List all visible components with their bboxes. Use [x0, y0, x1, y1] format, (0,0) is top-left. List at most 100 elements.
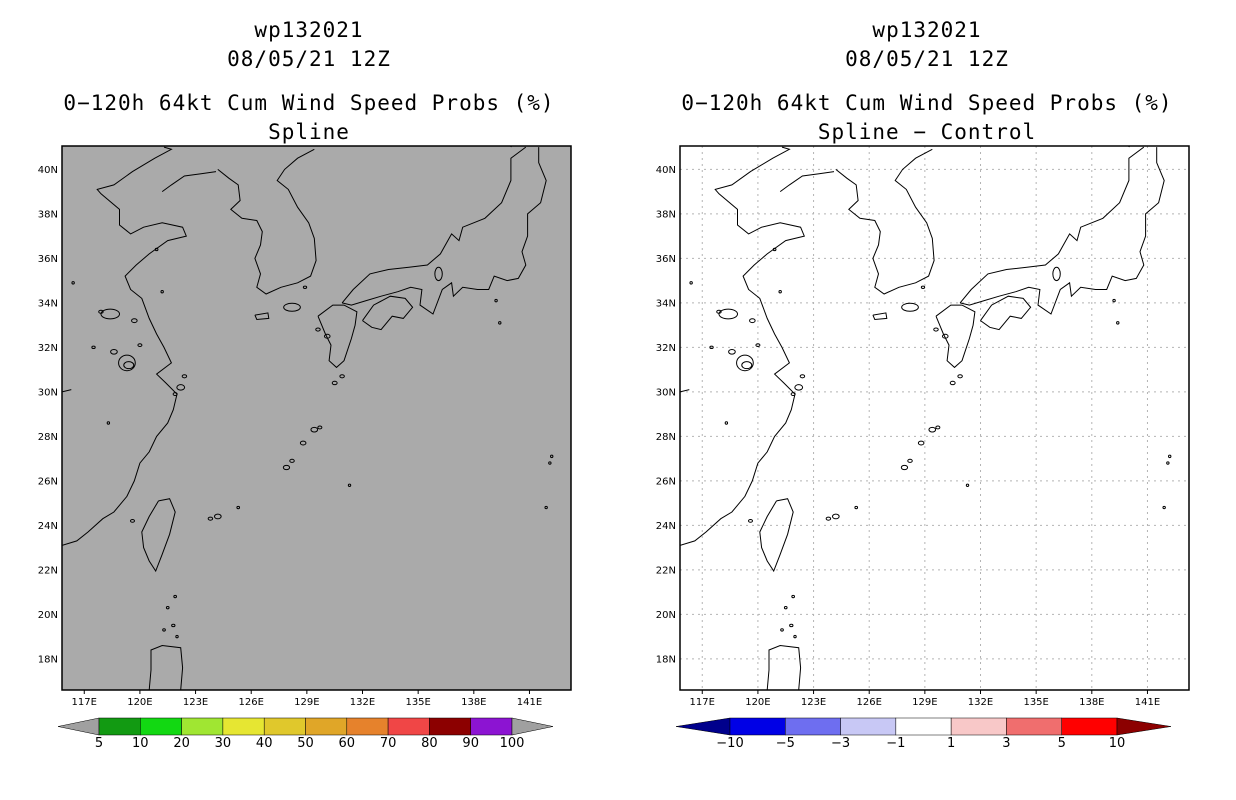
legend-label: 50 — [297, 736, 314, 751]
island — [1116, 321, 1120, 325]
lake — [736, 354, 754, 372]
coastline-taiwan — [759, 498, 794, 573]
island — [498, 321, 502, 325]
legend-label: 90 — [462, 736, 479, 751]
island — [181, 374, 188, 379]
island — [213, 513, 222, 520]
lake — [901, 302, 919, 312]
lat-tick-label: 38N — [38, 209, 58, 220]
legend-label: 5 — [95, 736, 103, 751]
island — [550, 454, 554, 459]
legend-label: −10 — [716, 736, 743, 751]
lat-tick-label: 24N — [656, 521, 676, 532]
island — [331, 380, 338, 386]
coastline-kyushu — [935, 304, 976, 369]
island — [154, 247, 159, 252]
coastline-shikoku — [980, 295, 1032, 331]
legend-label: 60 — [339, 736, 356, 751]
map-background — [62, 146, 571, 690]
legend-swatch — [305, 717, 348, 736]
map-frame — [61, 145, 572, 691]
lon-tick-label: 117E — [690, 697, 715, 708]
legend-swatch — [840, 717, 897, 736]
island — [935, 425, 941, 430]
island — [1168, 454, 1172, 459]
legend-label: 20 — [173, 736, 190, 751]
lon-tick-label: 138E — [1079, 697, 1104, 708]
lon-tick-label: 135E — [1023, 697, 1048, 708]
island — [741, 361, 753, 370]
lake — [283, 302, 301, 312]
island — [91, 345, 96, 350]
coastlines — [680, 146, 1189, 690]
lon-tick-label: 123E — [801, 697, 826, 708]
island — [957, 374, 963, 379]
coastline-honshuPac — [341, 147, 547, 315]
legend-swatch — [387, 717, 430, 736]
legend-label: 1 — [947, 736, 955, 751]
lat-tick-label: 28N — [656, 432, 676, 443]
island — [755, 343, 761, 348]
island — [790, 392, 796, 396]
coastline-luzon — [148, 644, 184, 690]
legend-swatch — [429, 717, 471, 736]
island — [900, 464, 909, 471]
island — [544, 505, 548, 510]
lat-tick-label: 18N — [656, 654, 676, 665]
lat-tick-label: 26N — [38, 476, 58, 487]
island — [854, 505, 859, 510]
island — [317, 425, 323, 430]
island — [137, 343, 143, 348]
legend-arrow-low — [57, 717, 100, 736]
legend-label: 10 — [1109, 736, 1126, 751]
lat-tick-label: 22N — [656, 565, 676, 576]
island — [129, 518, 135, 523]
map-plot-area — [679, 145, 1190, 691]
island — [917, 440, 925, 446]
island — [162, 628, 166, 632]
island — [965, 483, 970, 487]
legend-swatch — [263, 717, 306, 736]
legend-arrow-high — [1116, 717, 1172, 736]
island — [783, 605, 788, 610]
island — [123, 361, 135, 370]
lat-tick-label: 26N — [656, 476, 676, 487]
coastline-liaodong — [161, 171, 217, 193]
island — [131, 318, 138, 324]
island — [709, 345, 714, 350]
lat-tick-label: 34N — [38, 298, 58, 309]
island — [302, 285, 308, 289]
island — [831, 513, 840, 520]
coastline-jejuPts — [872, 312, 888, 321]
lat-tick-label: 22N — [38, 565, 58, 576]
lon-tick-label: 129E — [912, 697, 937, 708]
storm-id: wp132021 — [872, 18, 982, 42]
lake — [718, 308, 739, 320]
legend-swatch — [140, 717, 182, 736]
island — [689, 281, 693, 285]
color-legend: −10 −5 −3 −1 1 3 5 10 — [675, 717, 1172, 751]
coastline-luzon — [766, 644, 802, 690]
lon-tick-label: 126E — [857, 697, 882, 708]
lat-tick-label: 40N — [38, 165, 58, 176]
island — [175, 634, 179, 639]
lon-tick-label: 120E — [745, 697, 770, 708]
legend-label: 30 — [215, 736, 232, 751]
island — [825, 516, 832, 521]
island — [548, 461, 552, 465]
island — [106, 421, 111, 425]
island — [933, 327, 939, 332]
datetime: 08/05/21 12Z — [845, 47, 1009, 71]
coastline-honshu — [341, 146, 527, 304]
island — [907, 458, 913, 463]
island — [171, 623, 176, 628]
map-plot-area — [61, 145, 572, 691]
island — [778, 290, 782, 294]
lat-tick-label: 32N — [656, 343, 676, 354]
lon-tick-label: 138E — [461, 697, 486, 708]
coastline-taiwan — [141, 498, 176, 573]
legend-label: 3 — [1002, 736, 1010, 751]
legend-swatch — [346, 717, 389, 736]
coastline-korea — [835, 148, 935, 295]
lat-tick-label: 40N — [656, 165, 676, 176]
